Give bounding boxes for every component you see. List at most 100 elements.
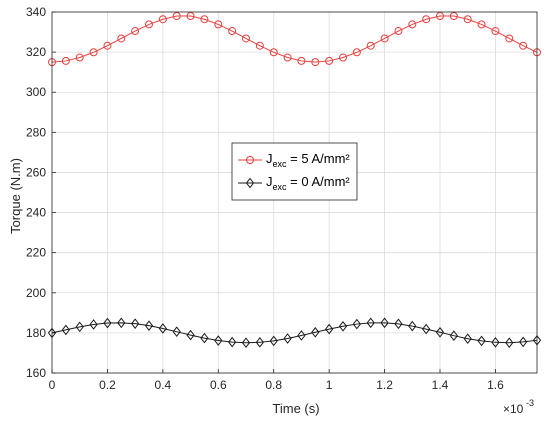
data-point: [352, 318, 361, 330]
data-point: [158, 15, 167, 24]
data-point: [436, 12, 444, 21]
x-tick-label: 1.4: [432, 378, 449, 392]
legend-label-2-main: J: [266, 174, 273, 189]
x-exponent-base: ×10: [503, 402, 524, 416]
data-point: [89, 319, 98, 330]
tick-labels: 0 0.2 0.4 0.6 0.8 1 1.2 1.4 1.6 160 180 200 220 240 26…: [26, 5, 504, 392]
data-point: [255, 41, 264, 50]
data-point: [214, 20, 223, 29]
series-layer: [47, 12, 542, 349]
data-point: [422, 323, 431, 335]
series-line: [51, 322, 538, 344]
data-point: [380, 34, 389, 43]
data-point: [519, 336, 528, 348]
data-point: [311, 58, 320, 67]
data-point: [89, 48, 98, 57]
data-point: [491, 27, 500, 36]
data-point: [186, 329, 195, 341]
x-exponent: ×10 -3: [503, 398, 534, 416]
series-line: [51, 15, 538, 63]
data-point: [145, 20, 153, 29]
data-point: [283, 53, 292, 62]
data-point: [131, 27, 140, 36]
y-tick-label: 200: [26, 286, 46, 300]
data-point: [297, 330, 306, 341]
x-tick-label: 0.4: [155, 378, 172, 392]
legend-label-1-suffix: = 5 A/mm²: [287, 151, 351, 166]
data-point: [131, 318, 140, 329]
data-point: [491, 337, 500, 348]
data-point: [408, 320, 417, 332]
data-point: [228, 336, 237, 348]
data-point: [463, 333, 472, 345]
data-point: [269, 48, 278, 57]
y-axis-label: Torque (N.m): [8, 158, 23, 234]
data-point: [144, 320, 154, 331]
data-point: [297, 56, 306, 65]
data-point: [422, 15, 431, 24]
legend-label-2-suffix: = 0 A/mm²: [287, 174, 351, 189]
data-point: [325, 323, 334, 335]
data-point: [75, 321, 84, 333]
data-point: [228, 27, 237, 36]
grid: [51, 11, 537, 374]
data-point: [477, 335, 486, 347]
y-tick-label: 320: [26, 45, 46, 59]
data-point: [103, 317, 112, 329]
data-point: [394, 27, 403, 36]
data-point: [283, 333, 292, 344]
x-tick-label: 0.2: [99, 378, 116, 392]
data-point: [463, 15, 472, 24]
data-point: [172, 12, 181, 21]
data-point: [449, 12, 458, 21]
x-tick-label: 0.8: [265, 378, 282, 392]
legend-box: [231, 142, 358, 201]
x-exponent-power: -3: [526, 398, 534, 408]
series-1: [47, 317, 542, 349]
data-point: [366, 41, 375, 50]
data-point: [103, 41, 112, 50]
data-point: [325, 56, 334, 65]
data-point: [435, 326, 445, 338]
x-axis-label: Time (s): [272, 401, 319, 416]
svg-text:Jexc = 5 A/mm²: Jexc = 5 A/mm²: [266, 151, 350, 169]
legend-circle-marker: [246, 156, 254, 164]
legend-entry-0: Jexc = 0 A/mm²: [238, 174, 350, 192]
x-tick-label: 1.6: [487, 378, 504, 392]
data-point: [255, 337, 264, 348]
data-point: [366, 317, 375, 329]
series-0: [48, 12, 541, 67]
data-point: [505, 337, 514, 349]
plot-area-frame: [51, 11, 538, 374]
data-point: [158, 323, 167, 334]
y-tick-label: 160: [26, 366, 46, 380]
legend-diamond-marker: [245, 177, 255, 189]
legend-entry-5: Jexc = 5 A/mm²: [238, 151, 350, 169]
data-point: [61, 56, 70, 65]
data-point: [311, 326, 320, 338]
x-tick-label: 0.6: [210, 378, 227, 392]
data-point: [408, 20, 417, 29]
data-point: [352, 48, 361, 57]
x-tick-label: 1: [326, 378, 333, 392]
data-point: [186, 12, 195, 21]
legend: Jexc = 5 A/mm² Jexc = 0 A/mm²: [231, 142, 358, 201]
data-point: [242, 34, 250, 43]
data-point: [339, 53, 347, 62]
data-point: [117, 317, 126, 329]
data-point: [269, 335, 278, 347]
svg-text:Jexc = 0 A/mm²: Jexc = 0 A/mm²: [266, 174, 350, 192]
data-point: [61, 324, 70, 336]
legend-label-1-sub: exc: [273, 159, 288, 169]
data-point: [338, 320, 348, 332]
data-point: [241, 337, 251, 349]
data-point: [172, 326, 181, 338]
data-point: [519, 41, 528, 50]
y-tick-label: 300: [26, 85, 46, 99]
y-tick-label: 180: [26, 326, 46, 340]
x-tick-label: 0: [49, 378, 56, 392]
data-point: [394, 318, 403, 330]
legend-label-1-main: J: [266, 151, 273, 166]
data-point: [200, 15, 209, 24]
